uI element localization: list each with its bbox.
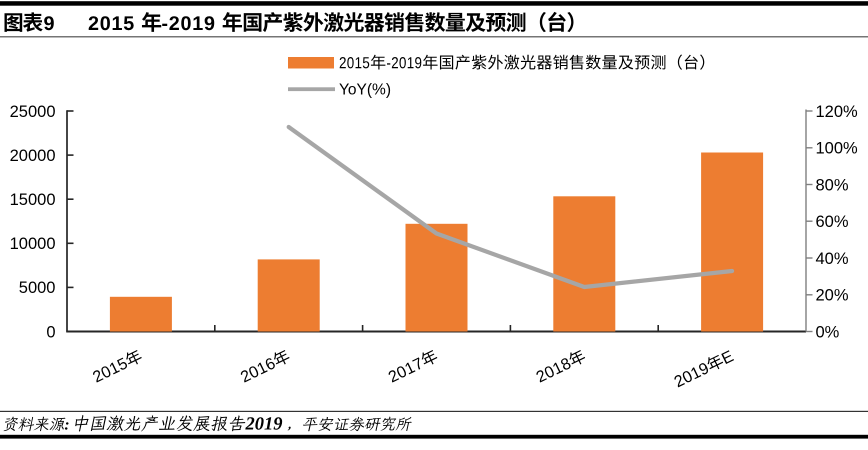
svg-text:120%: 120% [816,103,859,121]
svg-text:0: 0 [46,323,55,341]
svg-text:0%: 0% [816,323,840,341]
svg-text:100%: 100% [816,140,859,158]
svg-text:80%: 80% [816,176,849,194]
svg-text:25000: 25000 [10,103,56,121]
svg-text:15000: 15000 [10,191,56,209]
svg-text:5000: 5000 [19,279,56,297]
svg-text:10000: 10000 [10,235,56,253]
svg-text:40%: 40% [816,250,849,268]
svg-text:20000: 20000 [10,147,56,165]
svg-text:20%: 20% [816,287,849,305]
svg-text:YoY(%): YoY(%) [339,82,391,99]
svg-text:60%: 60% [816,213,849,231]
